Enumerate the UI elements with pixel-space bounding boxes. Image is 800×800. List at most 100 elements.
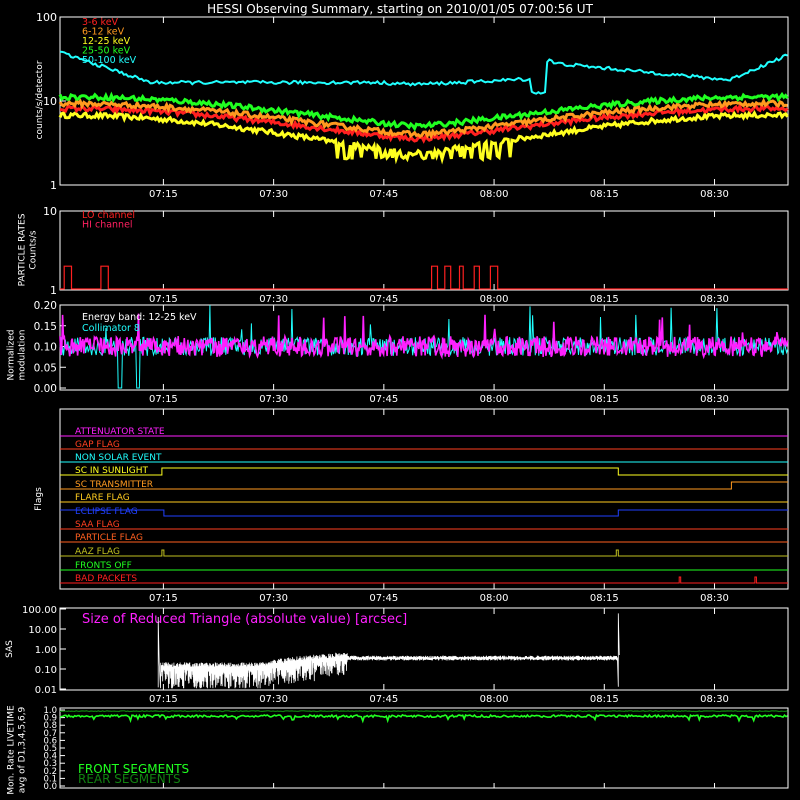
x-tick-label: 07:15 [149, 694, 178, 705]
y-axis-label: SAS [5, 640, 15, 658]
y-axis-label: Counts/s [29, 230, 39, 269]
y-tick-label: 0.15 [34, 321, 57, 333]
y-axis-label: avg of D1,3,4,5,6,9 [18, 706, 28, 793]
y-axis-label: Mon. Rate LIVETIME [7, 705, 17, 795]
y-tick-label: 1 [50, 179, 57, 192]
x-tick-label: 08:30 [700, 394, 729, 405]
sas-annotation: Size of Reduced Triangle (absolute value… [82, 612, 407, 627]
x-tick-label: 08:15 [590, 189, 619, 200]
x-tick-label: 07:15 [149, 394, 178, 405]
x-tick-label: 08:30 [700, 294, 729, 305]
flags-panel: 07:15 07:30 07:45 08:00 08:15 08:30 Flags ATTEN… [34, 408, 789, 604]
y-axis-label: PARTICLE RATES [18, 213, 28, 286]
y-tick-label: 0.6 [43, 736, 57, 746]
y-tick-label: 0.7 [43, 729, 57, 739]
x-tick-label: 07:30 [259, 394, 288, 405]
y-tick-label: 10 [43, 95, 57, 108]
y-tick-label: 0.05 [34, 362, 57, 374]
particle-rate-line [60, 265, 788, 290]
x-tick-label: 07:15 [149, 189, 178, 200]
livetime-line [59, 713, 788, 724]
legend-entry: HI channel [82, 220, 133, 231]
x-tick-label: 07:45 [369, 694, 398, 705]
y-tick-label: 0.01 [35, 685, 57, 696]
y-tick-label: 10 [43, 205, 57, 218]
legend-entry: 50-100 keV [82, 55, 137, 66]
y-tick-label: 0.4 [43, 752, 57, 762]
livetime-line [59, 710, 788, 713]
x-tick-label: 07:45 [369, 189, 398, 200]
flag-label: BAD PACKETS [75, 574, 137, 584]
x-tick-label: 07:15 [149, 593, 178, 604]
y-axis-label: Normalized [7, 329, 17, 380]
x-tick-label: 08:15 [590, 593, 619, 604]
flag-line [60, 549, 788, 557]
y-tick-label: 0.20 [34, 300, 57, 312]
legend-entry: 25-50 keV [82, 46, 131, 57]
energy-band-annotation: Energy band: 12-25 keV [82, 312, 197, 323]
flag-label: FLARE FLAG [75, 493, 130, 503]
y-tick-label: 0.2 [43, 767, 57, 777]
y-tick-label: 0.0 [43, 782, 57, 792]
flag-label: PARTICLE FLAG [75, 533, 143, 543]
sas-panel: 07:15 07:30 07:45 08:00 08:15 08:30 0.01 0.10 1.… [5, 605, 789, 705]
y-axis-label: modulation [18, 330, 28, 381]
livetime-panel: 0.00.10.20.30.40.50.60.70.80.91.0 Mon. Ra… [7, 705, 789, 795]
flag-label: ECLIPSE FLAG [75, 507, 138, 517]
sas-line [157, 613, 620, 689]
x-tick-label: 07:30 [259, 593, 288, 604]
particle-rate-panel: 07:15 07:30 07:45 08:00 08:15 08:30 1 10 PARTICL… [18, 205, 789, 305]
y-axis-label: Flags [34, 487, 44, 511]
flag-line [60, 467, 788, 476]
figure-title: HESSI Observing Summary, starting on 201… [207, 2, 593, 16]
x-tick-label: 08:30 [700, 593, 729, 604]
legend-entry: REAR SEGMENTS [78, 772, 181, 786]
y-axis-label: counts/s/detector [35, 60, 45, 139]
flag-label: SC TRANSMITTER [75, 480, 153, 490]
x-tick-label: 08:15 [590, 694, 619, 705]
flag-line [60, 509, 788, 517]
x-tick-label: 07:15 [149, 294, 178, 305]
y-tick-label: 100 [36, 11, 57, 24]
flag-label: SC IN SUNLIGHT [75, 466, 149, 476]
x-tick-label: 07:45 [369, 294, 398, 305]
x-tick-label: 07:45 [369, 593, 398, 604]
y-tick-label: 10.00 [28, 625, 57, 636]
x-tick-label: 08:00 [480, 189, 509, 200]
flag-label: NON SOLAR EVENT [75, 453, 162, 463]
count-rate-line [58, 109, 789, 165]
x-tick-label: 08:15 [590, 394, 619, 405]
count-rate-line [58, 97, 788, 140]
x-tick-label: 08:00 [480, 294, 509, 305]
count-rate-line [59, 102, 789, 144]
legend-entry: LO channel [82, 210, 135, 221]
y-tick-label: 0.9 [43, 714, 57, 724]
x-tick-label: 07:30 [259, 189, 288, 200]
x-tick-label: 07:45 [369, 394, 398, 405]
y-tick-label: 0.1 [43, 774, 57, 784]
x-tick-label: 08:00 [480, 593, 509, 604]
flag-label: ATTENUATOR STATE [75, 427, 165, 437]
count-rate-line [59, 50, 788, 95]
y-tick-label: 0.5 [43, 744, 57, 754]
x-tick-label: 08:00 [480, 394, 509, 405]
flag-label: GAP FLAG [75, 440, 120, 450]
x-tick-label: 08:30 [700, 189, 729, 200]
y-tick-label: 0.3 [43, 759, 57, 769]
x-tick-label: 08:15 [590, 294, 619, 305]
count-rate-line [58, 91, 789, 132]
y-tick-label: 0.8 [43, 721, 57, 731]
y-tick-label: 1 [50, 284, 57, 297]
y-tick-label: 0.10 [35, 665, 57, 676]
flag-line [60, 576, 788, 584]
flag-label: SAA FLAG [75, 520, 120, 530]
x-tick-label: 08:00 [480, 694, 509, 705]
plot-frame [59, 408, 789, 590]
flag-label: AAZ FLAG [75, 547, 120, 557]
legend-entry: 6-12 keV [82, 27, 125, 38]
x-tick-label: 08:30 [700, 694, 729, 705]
modulation-line [59, 313, 789, 360]
y-tick-label: 100.00 [22, 605, 57, 616]
flag-label: FRONTS OFF [75, 561, 132, 571]
